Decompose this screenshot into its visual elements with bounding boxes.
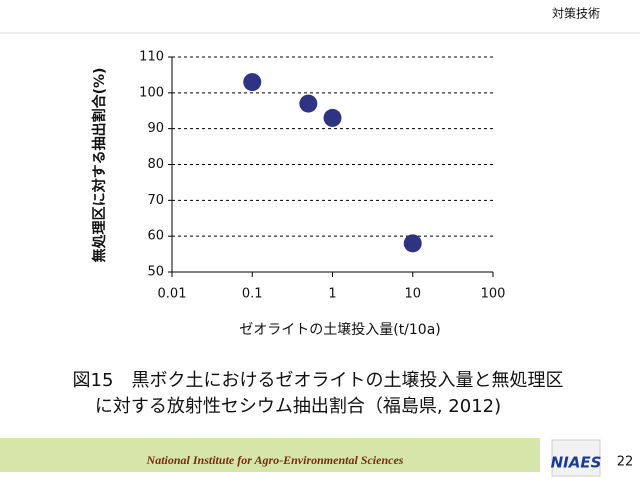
x-tick-label: 1 bbox=[328, 287, 336, 302]
y-tick-label: 90 bbox=[147, 121, 164, 136]
y-tick-label: 110 bbox=[139, 50, 164, 65]
y-axis-label: 無処理区に対する抽出割合(%) bbox=[91, 68, 108, 263]
x-tick-label: 0.1 bbox=[242, 287, 263, 302]
x-tick-label: 0.01 bbox=[158, 287, 187, 302]
page-number: 22 bbox=[617, 455, 634, 470]
footer-band bbox=[0, 438, 540, 472]
logo-box bbox=[551, 439, 601, 477]
footer-text: National Institute for Agro-Environmenta… bbox=[146, 453, 404, 467]
point bbox=[243, 73, 262, 92]
caption-line: 図15 黒ボク土におけるゼオライトの土壌投入量と無処理区 bbox=[73, 370, 564, 391]
x-tick-label: 100 bbox=[481, 287, 506, 302]
y-tick-label: 80 bbox=[147, 157, 164, 172]
section-label: 対策技術 bbox=[552, 7, 600, 21]
x-axis-label: ゼオライトの土壌投入量(t/10a) bbox=[239, 322, 441, 338]
y-tick-label: 100 bbox=[139, 85, 164, 100]
y-tick-label: 60 bbox=[147, 229, 164, 244]
logo: NIAES bbox=[551, 454, 602, 472]
point bbox=[299, 94, 318, 113]
y-tick-label: 50 bbox=[147, 265, 164, 280]
caption-line: に対する放射性セシウム抽出割合（福島県, 2012) bbox=[95, 396, 501, 417]
point bbox=[403, 234, 422, 253]
y-tick-label: 70 bbox=[147, 193, 164, 208]
x-tick-label: 10 bbox=[404, 287, 421, 302]
point bbox=[323, 108, 342, 127]
